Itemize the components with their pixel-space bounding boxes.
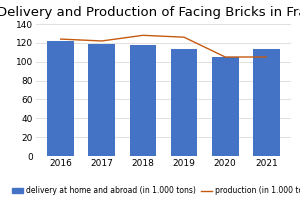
Bar <box>253 49 280 156</box>
Bar <box>130 45 156 156</box>
Bar <box>171 49 197 156</box>
Title: Delivery and Production of Facing Bricks in France: Delivery and Production of Facing Bricks… <box>0 6 300 19</box>
Bar <box>88 44 115 156</box>
Bar <box>47 41 74 156</box>
Bar <box>212 57 238 156</box>
Legend: delivery at home and abroad (in 1.000 tons), production (in 1.000 tons): delivery at home and abroad (in 1.000 to… <box>9 183 300 198</box>
